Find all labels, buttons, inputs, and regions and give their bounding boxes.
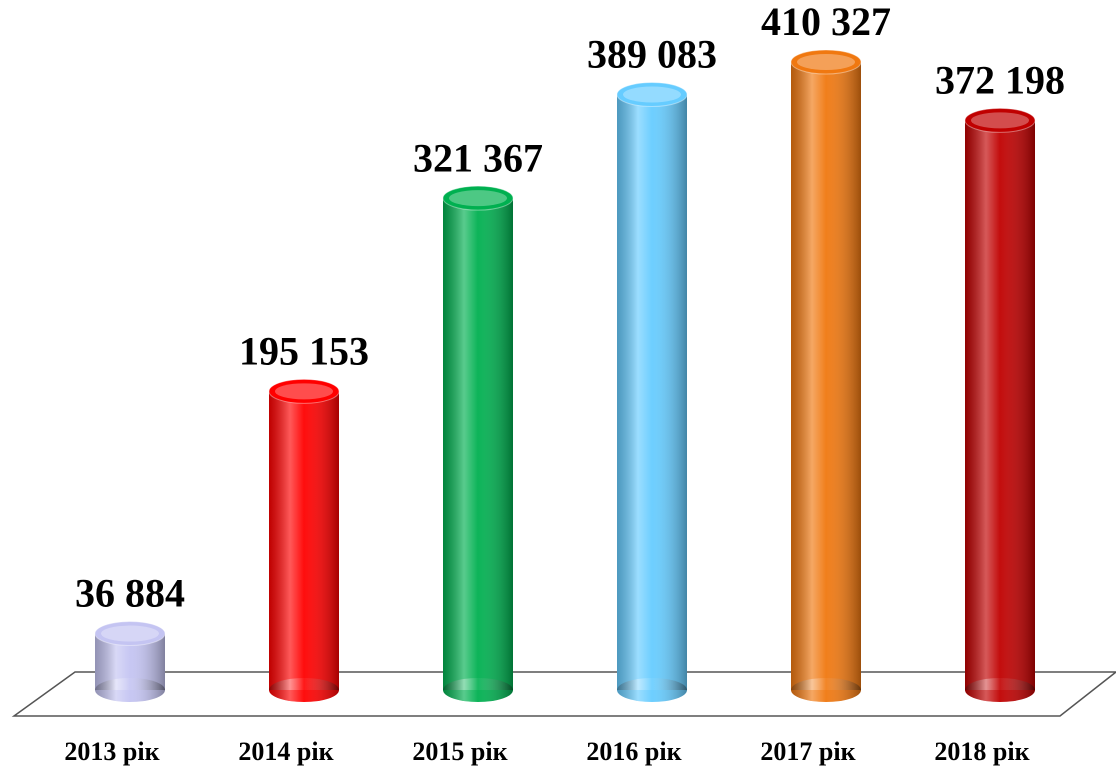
value-label: 389 083 bbox=[587, 32, 717, 77]
bar-top bbox=[790, 49, 862, 75]
bar-shade bbox=[617, 94, 687, 690]
bar-top-shine bbox=[275, 383, 333, 400]
x-tick-label: 2017 рік bbox=[760, 737, 855, 766]
value-label: 195 153 bbox=[239, 328, 369, 373]
value-label: 410 327 bbox=[761, 0, 891, 44]
bar-top bbox=[442, 185, 514, 211]
x-tick-label: 2018 рік bbox=[934, 737, 1029, 766]
bar-shade bbox=[965, 120, 1035, 690]
bar-shade bbox=[269, 391, 339, 690]
bar-top bbox=[616, 82, 688, 108]
value-label: 372 198 bbox=[935, 58, 1065, 103]
value-label: 321 367 bbox=[413, 135, 543, 180]
x-tick-label: 2016 рік bbox=[586, 737, 681, 766]
bar-top-shine bbox=[623, 86, 681, 103]
x-tick-label: 2013 рік bbox=[64, 737, 159, 766]
bar-top bbox=[94, 621, 166, 647]
bar-shade bbox=[443, 198, 513, 690]
bar-top-shine bbox=[797, 54, 855, 70]
bar-top-shine bbox=[971, 112, 1029, 129]
bar-top-shine bbox=[101, 625, 159, 642]
x-tick-label: 2015 рік bbox=[412, 737, 507, 766]
bar-top bbox=[268, 378, 340, 404]
bar-top-shine bbox=[449, 190, 507, 207]
bar-shade bbox=[791, 62, 861, 690]
floor bbox=[11, 671, 1116, 717]
x-tick-label: 2014 рік bbox=[238, 737, 333, 766]
value-label: 36 884 bbox=[75, 571, 185, 616]
bar-top bbox=[964, 107, 1036, 133]
